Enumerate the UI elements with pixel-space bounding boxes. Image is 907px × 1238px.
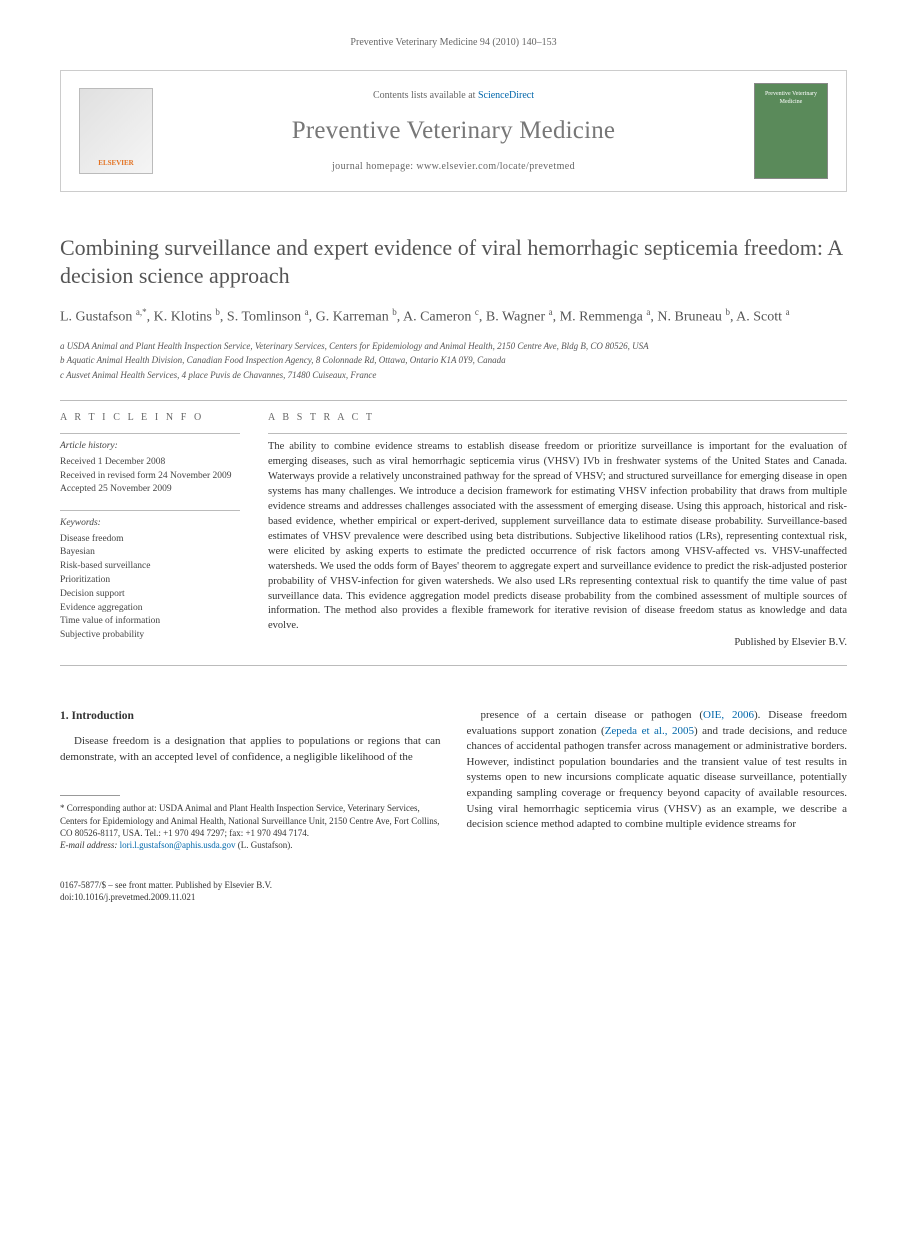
citation-link[interactable]: OIE, 2006 bbox=[703, 709, 754, 721]
divider bbox=[60, 665, 847, 666]
corresponding-email-link[interactable]: lori.l.gustafson@aphis.usda.gov bbox=[120, 840, 236, 850]
article-history: Article history: Received 1 December 200… bbox=[60, 433, 240, 496]
abstract-publisher: Published by Elsevier B.V. bbox=[268, 636, 847, 651]
affiliations: a USDA Animal and Plant Health Inspectio… bbox=[60, 340, 847, 383]
doi-line: doi:10.1016/j.prevetmed.2009.11.021 bbox=[60, 891, 441, 903]
revised-date: Received in revised form 24 November 200… bbox=[60, 470, 240, 483]
keyword: Bayesian bbox=[60, 546, 240, 559]
journal-homepage-url[interactable]: www.elsevier.com/locate/prevetmed bbox=[416, 161, 575, 172]
elsevier-logo: ELSEVIER bbox=[79, 88, 153, 174]
email-owner: (L. Gustafson). bbox=[238, 840, 293, 850]
journal-homepage-line: journal homepage: www.elsevier.com/locat… bbox=[167, 160, 740, 174]
article-title: Combining surveillance and expert eviden… bbox=[60, 234, 847, 290]
received-date: Received 1 December 2008 bbox=[60, 456, 240, 469]
right-column: presence of a certain disease or pathoge… bbox=[467, 708, 848, 903]
journal-masthead: ELSEVIER Contents lists available at Sci… bbox=[60, 70, 847, 192]
journal-cover-thumbnail: Preventive Veterinary Medicine bbox=[754, 83, 828, 179]
info-abstract-row: A R T I C L E I N F O Article history: R… bbox=[60, 411, 847, 650]
doi-block: 0167-5877/$ – see front matter. Publishe… bbox=[60, 879, 441, 903]
affiliation-a: a USDA Animal and Plant Health Inspectio… bbox=[60, 340, 847, 354]
keyword: Subjective probability bbox=[60, 629, 240, 642]
section-heading: 1. Introduction bbox=[60, 708, 441, 724]
keyword: Disease freedom bbox=[60, 533, 240, 546]
section-title: Introduction bbox=[72, 710, 134, 722]
affiliation-b: b Aquatic Animal Health Division, Canadi… bbox=[60, 354, 847, 368]
abstract-label: A B S T R A C T bbox=[268, 411, 847, 425]
running-head: Preventive Veterinary Medicine 94 (2010)… bbox=[60, 36, 847, 50]
section-number: 1. bbox=[60, 710, 69, 722]
article-info-block: A R T I C L E I N F O Article history: R… bbox=[60, 411, 240, 650]
keyword: Evidence aggregation bbox=[60, 602, 240, 615]
cover-thumb-text: Preventive Veterinary Medicine bbox=[758, 90, 824, 107]
keywords-heading: Keywords: bbox=[60, 517, 240, 530]
keyword: Decision support bbox=[60, 588, 240, 601]
citation-link[interactable]: Zepeda et al., 2005 bbox=[605, 725, 694, 737]
keyword: Time value of information bbox=[60, 615, 240, 628]
homepage-prefix: journal homepage: bbox=[332, 161, 416, 172]
article-info-label: A R T I C L E I N F O bbox=[60, 411, 240, 425]
corresponding-email-line: E-mail address: lori.l.gustafson@aphis.u… bbox=[60, 839, 441, 851]
corresponding-author-note: * Corresponding author at: USDA Animal a… bbox=[60, 802, 441, 838]
divider bbox=[60, 400, 847, 401]
accepted-date: Accepted 25 November 2009 bbox=[60, 483, 240, 496]
keyword: Prioritization bbox=[60, 574, 240, 587]
email-label: E-mail address: bbox=[60, 840, 117, 850]
body-columns: 1. Introduction Disease freedom is a des… bbox=[60, 708, 847, 903]
affiliation-c: c Ausvet Animal Health Services, 4 place… bbox=[60, 369, 847, 383]
intro-paragraph-right: presence of a certain disease or pathoge… bbox=[467, 708, 848, 833]
front-matter-line: 0167-5877/$ – see front matter. Publishe… bbox=[60, 879, 441, 891]
journal-name: Preventive Veterinary Medicine bbox=[167, 113, 740, 148]
contents-prefix: Contents lists available at bbox=[373, 90, 478, 101]
abstract-column: A B S T R A C T The ability to combine e… bbox=[268, 411, 847, 650]
contents-available-line: Contents lists available at ScienceDirec… bbox=[167, 89, 740, 103]
abstract-text: The ability to combine evidence streams … bbox=[268, 440, 847, 634]
sciencedirect-link[interactable]: ScienceDirect bbox=[478, 90, 534, 101]
left-column: 1. Introduction Disease freedom is a des… bbox=[60, 708, 441, 903]
author-list: L. Gustafson a,*, K. Klotins b, S. Tomli… bbox=[60, 306, 847, 328]
footnote-rule bbox=[60, 795, 120, 796]
elsevier-logo-text: ELSEVIER bbox=[98, 159, 133, 169]
history-heading: Article history: bbox=[60, 440, 240, 453]
keywords-block: Keywords: Disease freedomBayesianRisk-ba… bbox=[60, 510, 240, 642]
masthead-center: Contents lists available at ScienceDirec… bbox=[153, 89, 754, 174]
intro-paragraph-left: Disease freedom is a designation that ap… bbox=[60, 734, 441, 765]
keyword: Risk-based surveillance bbox=[60, 560, 240, 573]
